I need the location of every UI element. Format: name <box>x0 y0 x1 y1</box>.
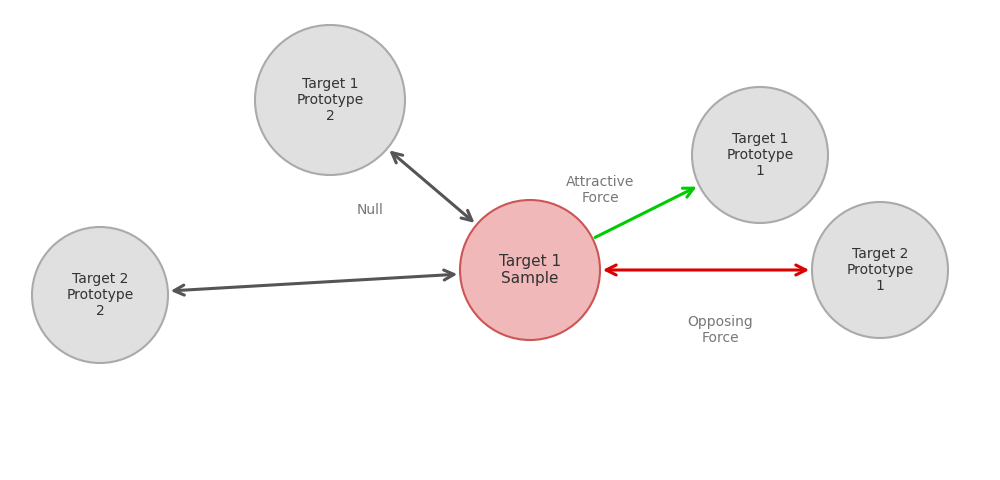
Text: Target 1
Prototype
2: Target 1 Prototype 2 <box>296 77 364 123</box>
Circle shape <box>812 202 948 338</box>
Circle shape <box>255 25 405 175</box>
Text: Attractive
Force: Attractive Force <box>566 175 634 205</box>
Text: Target 2
Prototype
1: Target 2 Prototype 1 <box>846 247 914 293</box>
Text: Target 1
Prototype
1: Target 1 Prototype 1 <box>726 132 794 178</box>
Text: Target 1
Sample: Target 1 Sample <box>499 254 561 286</box>
Circle shape <box>460 200 600 340</box>
Text: Opposing
Force: Opposing Force <box>687 315 753 345</box>
Text: Target 2
Prototype
2: Target 2 Prototype 2 <box>66 272 134 318</box>
Text: Null: Null <box>357 203 383 217</box>
Circle shape <box>692 87 828 223</box>
Circle shape <box>32 227 168 363</box>
